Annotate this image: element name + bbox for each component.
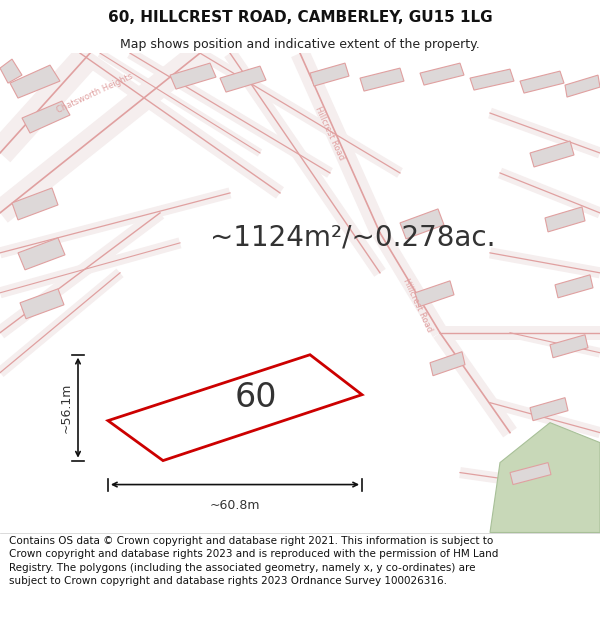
Polygon shape [530, 141, 574, 167]
Text: 60: 60 [235, 381, 277, 414]
Polygon shape [415, 281, 454, 307]
Polygon shape [545, 207, 585, 232]
Polygon shape [490, 422, 600, 532]
Polygon shape [430, 352, 465, 376]
Polygon shape [565, 75, 600, 97]
Polygon shape [108, 355, 362, 461]
Text: Hillcrest Road: Hillcrest Road [401, 276, 434, 333]
Polygon shape [310, 63, 349, 86]
Text: 60, HILLCREST ROAD, CAMBERLEY, GU15 1LG: 60, HILLCREST ROAD, CAMBERLEY, GU15 1LG [107, 9, 493, 24]
Text: Hillcrest Road: Hillcrest Road [314, 105, 346, 161]
Text: Map shows position and indicative extent of the property.: Map shows position and indicative extent… [120, 38, 480, 51]
Polygon shape [12, 188, 58, 220]
Text: ~60.8m: ~60.8m [210, 499, 260, 511]
Polygon shape [170, 63, 216, 89]
Polygon shape [470, 69, 514, 90]
Text: Contains OS data © Crown copyright and database right 2021. This information is : Contains OS data © Crown copyright and d… [9, 536, 499, 586]
Polygon shape [10, 65, 60, 98]
Polygon shape [400, 209, 444, 239]
Polygon shape [520, 71, 564, 93]
Polygon shape [360, 68, 404, 91]
Polygon shape [20, 289, 64, 319]
Polygon shape [550, 335, 588, 357]
Polygon shape [220, 66, 266, 92]
Polygon shape [555, 275, 593, 298]
Polygon shape [510, 462, 551, 484]
Text: ~1124m²/~0.278ac.: ~1124m²/~0.278ac. [210, 224, 496, 252]
Polygon shape [420, 63, 464, 85]
Polygon shape [22, 101, 70, 133]
Text: Chatsworth Heights: Chatsworth Heights [55, 71, 134, 115]
Text: ~56.1m: ~56.1m [60, 382, 73, 433]
Polygon shape [18, 238, 65, 270]
Polygon shape [0, 59, 22, 83]
Polygon shape [530, 398, 568, 421]
